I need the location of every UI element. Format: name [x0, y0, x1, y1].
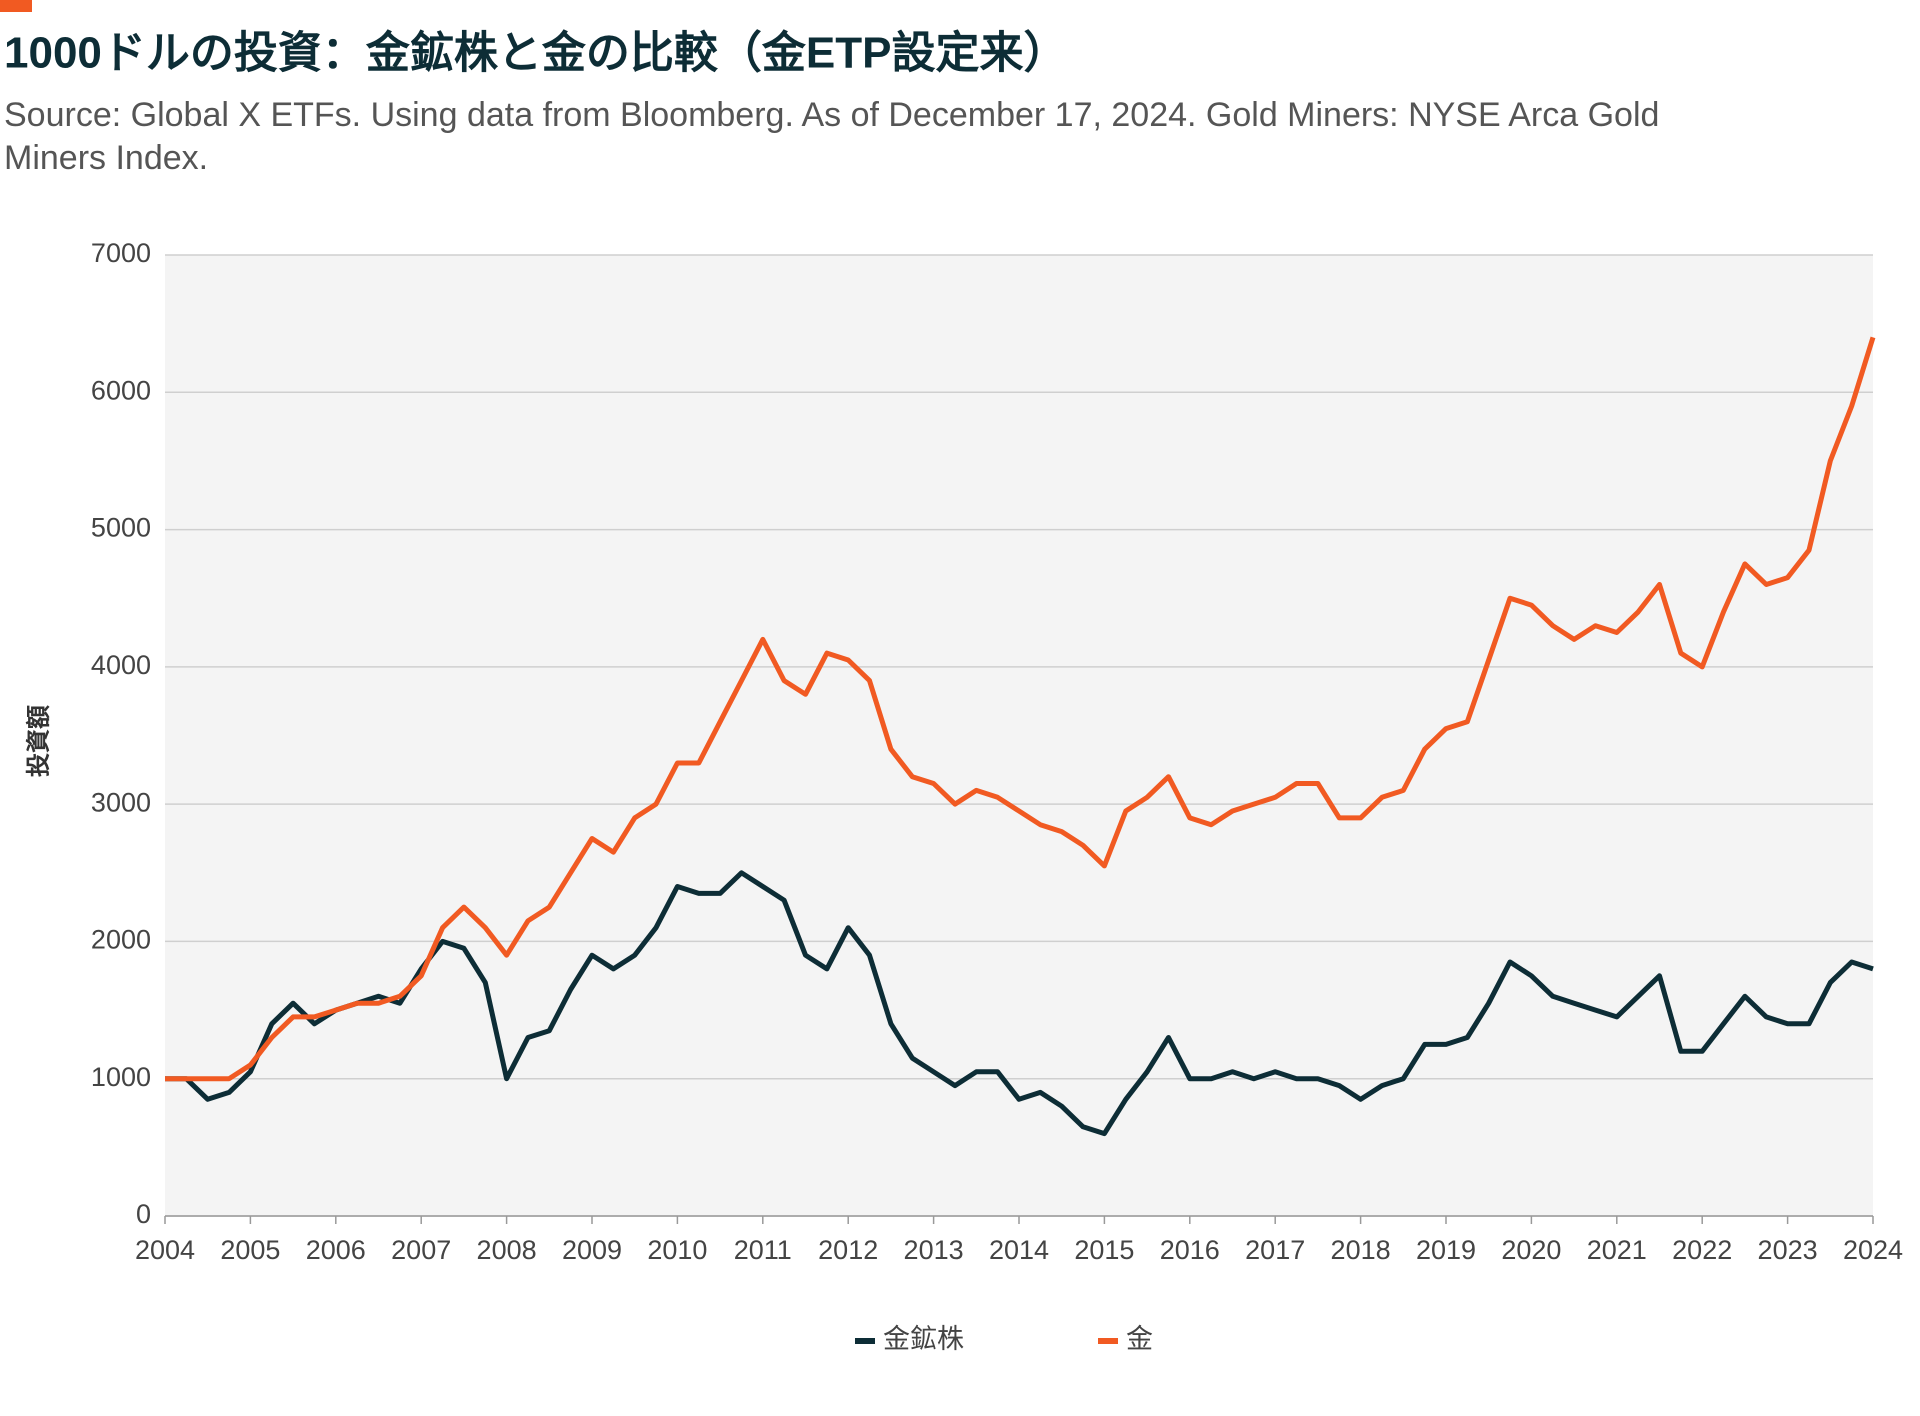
y-tick-label: 0 [136, 1199, 151, 1229]
x-tick-label: 2017 [1245, 1235, 1305, 1265]
x-tick-label: 2015 [1074, 1235, 1134, 1265]
x-tick-label: 2022 [1672, 1235, 1732, 1265]
chart-title: 1000ドルの投資：金鉱株と金の比較（金ETP設定来） [4, 29, 1067, 78]
x-tick-label: 2011 [734, 1235, 792, 1265]
x-tick-label: 2009 [562, 1235, 622, 1265]
x-tick-label: 2005 [220, 1235, 280, 1265]
x-tick-label: 2024 [1843, 1235, 1903, 1265]
y-tick-label: 6000 [91, 375, 151, 405]
y-tick-label: 7000 [91, 238, 151, 268]
x-tick-label: 2007 [391, 1235, 451, 1265]
y-axis-label: 投資額 [24, 705, 52, 777]
y-tick-label: 4000 [91, 650, 151, 680]
plot-area [165, 255, 1873, 1216]
x-tick-label: 2020 [1501, 1235, 1561, 1265]
y-tick-label: 3000 [91, 787, 151, 817]
y-tick-label: 1000 [91, 1062, 151, 1092]
x-tick-label: 2006 [306, 1235, 366, 1265]
accent-bar [0, 0, 32, 12]
series-line [165, 870, 1874, 1137]
chart-subtitle: Miners Index. [4, 139, 208, 177]
x-tick-label: 2010 [647, 1235, 707, 1265]
legend-label: 金 [1126, 1324, 1153, 1354]
x-tick-label: 2021 [1587, 1235, 1647, 1265]
y-tick-label: 5000 [91, 513, 151, 543]
x-tick-label: 2018 [1331, 1235, 1391, 1265]
x-tick-label: 2016 [1160, 1235, 1220, 1265]
x-tick-label: 2008 [477, 1235, 537, 1265]
x-tick-label: 2019 [1416, 1235, 1476, 1265]
chart-subtitle: Source: Global X ETFs. Using data from B… [4, 96, 1659, 134]
series-line [165, 336, 1876, 1082]
x-tick-label: 2004 [135, 1235, 195, 1265]
x-tick-label: 2023 [1758, 1235, 1818, 1265]
x-tick-label: 2013 [904, 1235, 964, 1265]
legend-label: 金鉱株 [883, 1324, 964, 1354]
y-tick-label: 2000 [91, 925, 151, 955]
x-tick-label: 2014 [989, 1235, 1049, 1265]
x-tick-label: 2012 [818, 1235, 878, 1265]
